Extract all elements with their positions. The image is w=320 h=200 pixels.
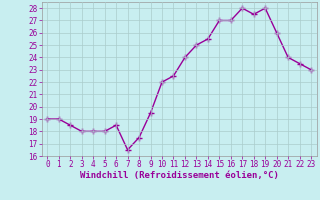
X-axis label: Windchill (Refroidissement éolien,°C): Windchill (Refroidissement éolien,°C) <box>80 171 279 180</box>
